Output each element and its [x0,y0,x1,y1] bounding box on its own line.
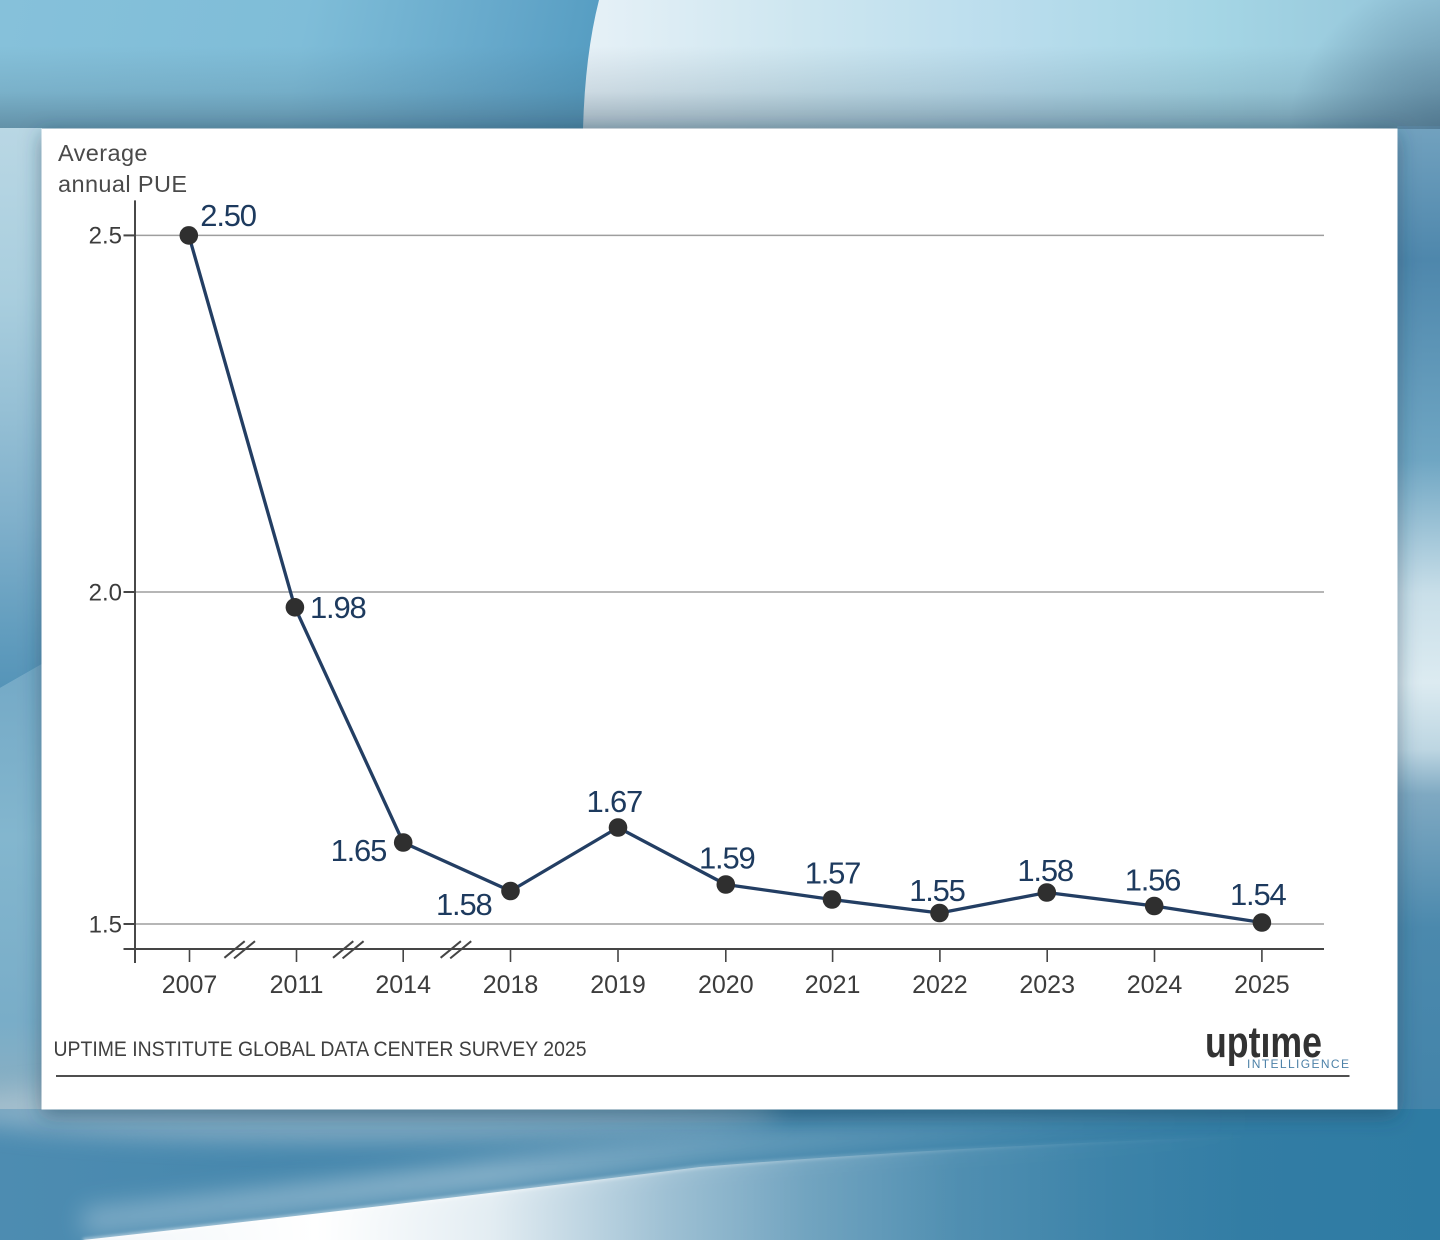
svg-text:2.0: 2.0 [89,580,122,607]
svg-text:1.65: 1.65 [331,833,387,868]
svg-text:1.57: 1.57 [805,856,861,891]
svg-text:1.5: 1.5 [89,912,122,939]
svg-text:Average: Average [58,140,148,166]
svg-text:2018: 2018 [483,971,539,999]
svg-text:2019: 2019 [590,971,646,999]
svg-text:2020: 2020 [698,971,754,999]
svg-text:2023: 2023 [1019,971,1075,999]
svg-text:1.67: 1.67 [587,784,643,819]
svg-text:2011: 2011 [270,971,324,999]
svg-text:INTELLIGENCE: INTELLIGENCE [1247,1057,1349,1071]
svg-text:2014: 2014 [375,971,431,999]
svg-text:2025: 2025 [1234,971,1290,999]
svg-text:1.98: 1.98 [310,590,366,625]
svg-text:UPTIME INSTITUTE GLOBAL DATA C: UPTIME INSTITUTE GLOBAL DATA CENTER SURV… [54,1037,587,1061]
svg-text:1.54: 1.54 [1230,877,1286,912]
svg-text:1.59: 1.59 [699,841,755,876]
svg-text:2.50: 2.50 [200,198,256,233]
svg-text:1.58: 1.58 [1017,853,1073,888]
svg-text:1.55: 1.55 [909,873,965,908]
svg-text:2021: 2021 [805,971,861,999]
svg-text:2007: 2007 [162,971,218,999]
svg-text:2024: 2024 [1127,971,1183,999]
svg-text:2.5: 2.5 [89,223,122,250]
svg-text:uptıme: uptıme [1205,1019,1322,1067]
svg-text:1.56: 1.56 [1125,863,1181,898]
svg-text:annual PUE: annual PUE [58,171,187,197]
svg-text:2022: 2022 [912,971,968,999]
svg-text:1.58: 1.58 [436,887,492,922]
